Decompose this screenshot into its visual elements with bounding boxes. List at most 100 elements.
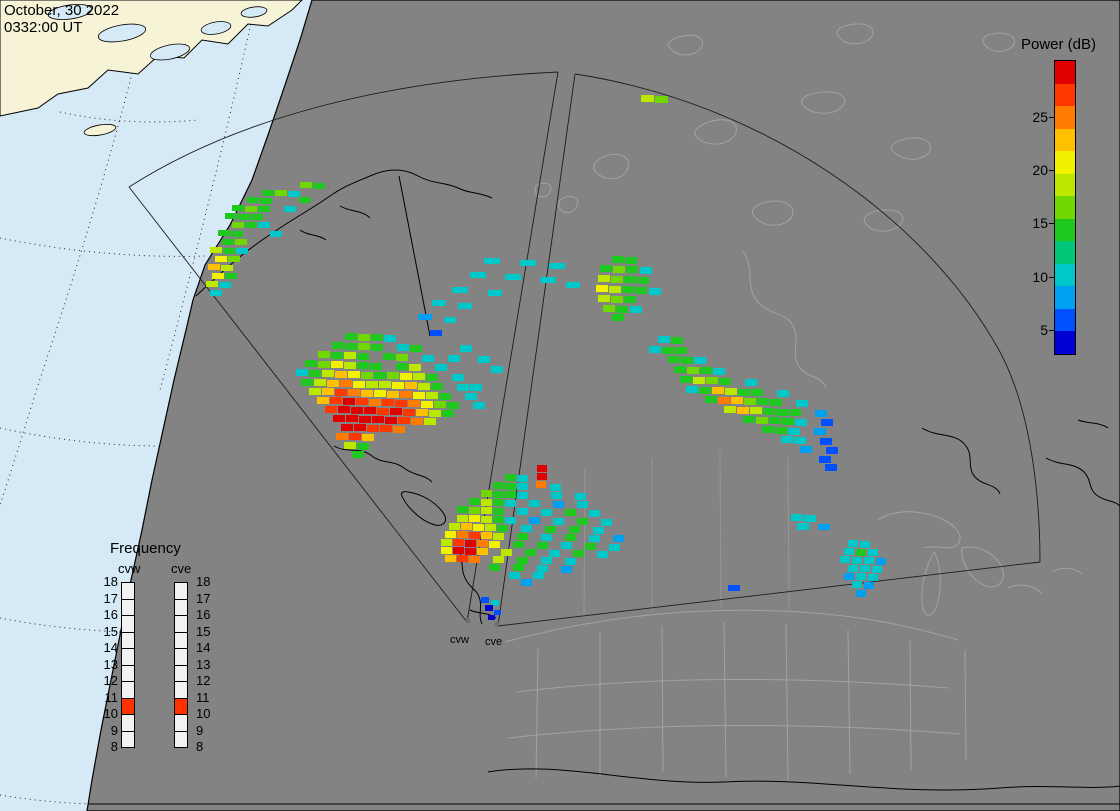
echo-cell	[680, 376, 692, 383]
echo-cell	[262, 190, 274, 196]
echo-cell	[383, 353, 395, 360]
echo-cell	[232, 205, 244, 211]
echo-cell	[770, 399, 782, 406]
colorbar-segment	[1055, 83, 1075, 107]
colorbar-tick-mark	[1049, 117, 1054, 119]
freq-box	[174, 631, 188, 649]
freq-tick-label: 18	[103, 574, 118, 589]
echo-cell	[335, 371, 347, 378]
echo-cell	[445, 555, 456, 562]
echo-cell	[493, 533, 504, 540]
echo-cell	[658, 336, 670, 343]
echo-cell	[447, 402, 459, 409]
echo-cell	[671, 337, 683, 344]
echo-cell	[601, 519, 612, 526]
echo-cell	[751, 389, 763, 396]
echo-cell	[473, 402, 485, 409]
radar-site-label-cvw: cvw	[450, 634, 469, 646]
echo-cell	[505, 500, 516, 507]
echo-cell	[821, 419, 833, 426]
echo-cell	[245, 222, 257, 228]
echo-cell	[513, 564, 524, 571]
echo-cell	[485, 524, 496, 531]
echo-cell	[675, 347, 687, 354]
echo-cell	[452, 287, 468, 293]
echo-cell	[520, 260, 536, 266]
echo-cell	[551, 492, 562, 499]
echo-cell	[505, 483, 516, 490]
echo-cell	[345, 343, 357, 350]
echo-cell	[470, 272, 486, 278]
radar-fov-outlines	[128, 71, 1041, 627]
echo-cell	[844, 573, 854, 580]
echo-cell	[444, 317, 456, 323]
echo-cell	[818, 524, 830, 530]
echo-cell	[238, 214, 250, 220]
echo-cell	[457, 555, 468, 562]
freq-tick-label: 10	[103, 706, 118, 721]
colorbar-tick-mark	[1049, 329, 1054, 331]
echo-cell	[825, 464, 837, 471]
timestamp-date: October, 30 2022	[4, 2, 120, 19]
echo-cell	[374, 390, 386, 397]
echo-cell	[541, 534, 552, 541]
echo-cell	[473, 524, 484, 531]
echo-cell	[422, 355, 434, 362]
echo-cell	[210, 247, 222, 253]
echo-cell	[872, 566, 882, 573]
echo-cell	[686, 386, 698, 393]
echo-cell	[481, 597, 489, 603]
colorbar-tick-mark	[1049, 222, 1054, 224]
echo-cell	[215, 256, 227, 262]
colorbar-segment	[1055, 128, 1075, 152]
echo-cell	[603, 305, 615, 312]
echo-cell	[322, 370, 334, 377]
freq-col-label-cvw: cvw	[118, 561, 141, 576]
echo-cell	[400, 373, 412, 380]
echo-cell	[681, 357, 693, 364]
echo-cell	[553, 501, 564, 508]
echo-cell	[416, 409, 428, 416]
echo-cell	[461, 523, 472, 530]
echo-cell	[598, 295, 610, 302]
echo-cell	[225, 273, 237, 279]
echo-cell	[491, 366, 503, 373]
echo-cell	[674, 366, 686, 373]
timestamp: October, 30 2022 0332:00 UT	[4, 2, 119, 36]
echo-cell	[860, 565, 870, 572]
echo-cell	[598, 275, 610, 282]
echo-cell	[505, 517, 516, 524]
echo-cell	[236, 248, 248, 254]
echo-cell	[844, 548, 854, 555]
colorbar-segment	[1055, 61, 1075, 84]
echo-cell	[744, 398, 756, 405]
colorbar-segment	[1055, 218, 1075, 242]
echo-cell	[371, 334, 383, 341]
echo-cell	[434, 401, 446, 408]
colorbar-title: Power (dB)	[1021, 36, 1097, 53]
freq-tick-label: 15	[103, 623, 118, 639]
echo-cell	[775, 427, 787, 434]
echo-cell	[537, 465, 547, 472]
echo-cell	[493, 482, 504, 489]
echo-cell	[452, 374, 464, 381]
echo-cell	[540, 277, 556, 283]
freq-box	[121, 714, 135, 732]
echo-cell	[596, 285, 608, 292]
echo-cell	[357, 353, 369, 360]
colorbar-segment	[1055, 173, 1075, 197]
echo-cell	[424, 418, 436, 425]
echo-cell	[345, 333, 357, 340]
colorbar-segment	[1055, 151, 1075, 174]
echo-cell	[478, 356, 490, 363]
freq-box	[174, 697, 188, 715]
echo-cell	[553, 518, 564, 525]
echo-cell	[301, 379, 313, 386]
echo-cell	[549, 550, 560, 557]
freq-box	[121, 681, 135, 699]
freq-bar-cvw	[121, 582, 137, 748]
echo-cell	[421, 401, 433, 408]
echo-cell	[332, 342, 344, 349]
echo-cell	[374, 372, 386, 379]
timestamp-time: 0332:00 UT	[4, 19, 83, 36]
